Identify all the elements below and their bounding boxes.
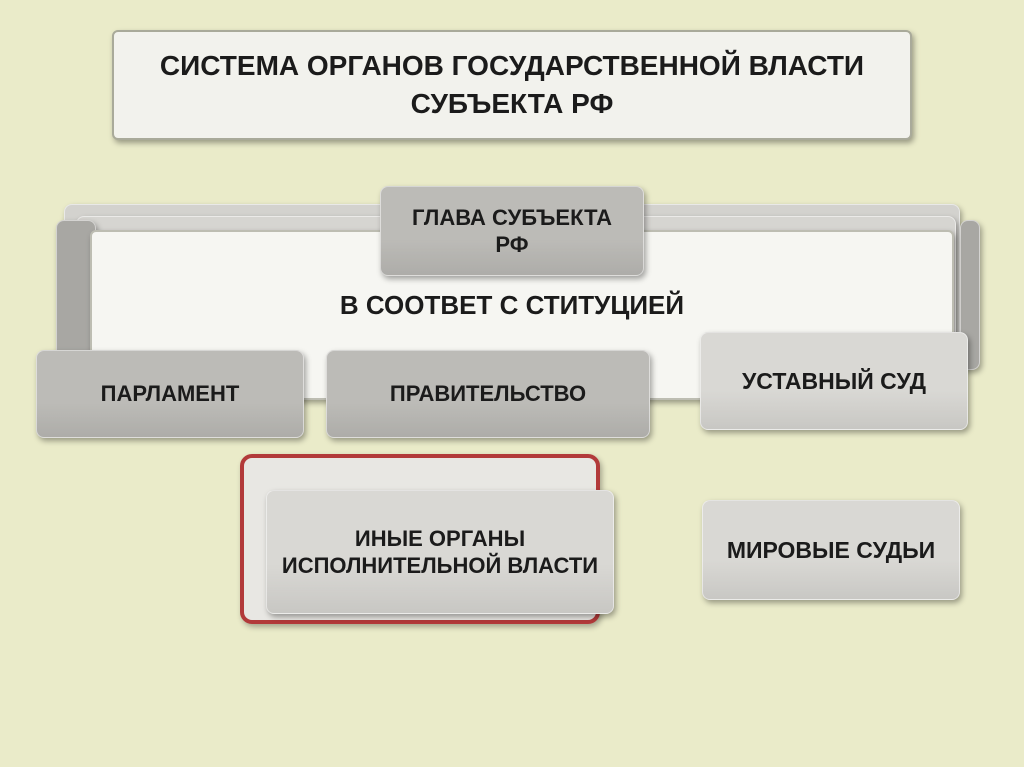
node-head-of-subject: ГЛАВА СУБЪЕКТА РФ — [380, 186, 644, 276]
diagram-canvas: СИСТЕМА ОРГАНОВ ГОСУДАРСТВЕННОЙ ВЛАСТИ С… — [0, 0, 1024, 767]
node-magistrate-judges: МИРОВЫЕ СУДЬИ — [702, 500, 960, 600]
node-charter-court: УСТАВНЫЙ СУД — [700, 332, 968, 430]
diagram-title: СИСТЕМА ОРГАНОВ ГОСУДАРСТВЕННОЙ ВЛАСТИ С… — [112, 30, 912, 140]
constitution-reference-text: В СООТВЕТ С СТИТУЦИЕЙ — [0, 290, 1024, 321]
node-parliament: ПАРЛАМЕНТ — [36, 350, 304, 438]
node-other-executive-bodies: ИНЫЕ ОРГАНЫ ИСПОЛНИТЕЛЬНОЙ ВЛАСТИ — [266, 490, 614, 614]
node-government: ПРАВИТЕЛЬСТВО — [326, 350, 650, 438]
